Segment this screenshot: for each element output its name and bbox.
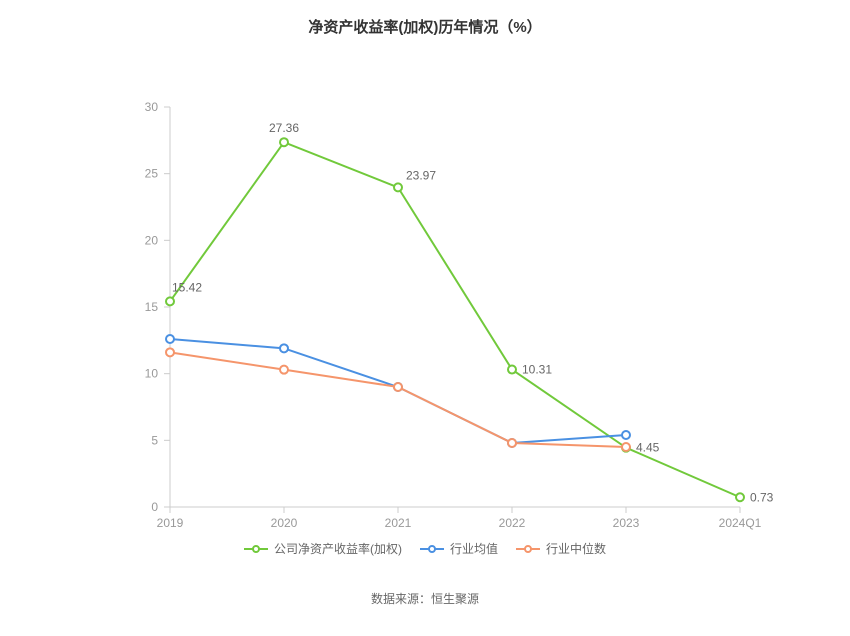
legend-line-icon bbox=[244, 548, 268, 550]
chart-legend: 公司净资产收益率(加权) 行业均值 行业中位数 bbox=[0, 540, 850, 557]
series-marker-1 bbox=[622, 431, 630, 439]
y-tick-label: 15 bbox=[145, 300, 159, 314]
data-label: 10.31 bbox=[522, 363, 552, 377]
legend-label: 行业中位数 bbox=[546, 540, 606, 557]
legend-item-0[interactable]: 公司净资产收益率(加权) bbox=[244, 540, 402, 557]
chart-svg: 0 5 10 15 20 25 30 2019 2020 2021 2022 2023 2024Q1 15… bbox=[0, 37, 850, 537]
series-marker-2 bbox=[508, 439, 516, 447]
data-label: 23.97 bbox=[406, 168, 436, 182]
series-marker-1 bbox=[280, 344, 288, 352]
data-label: 4.45 bbox=[636, 441, 660, 455]
series-marker-0 bbox=[280, 138, 288, 146]
x-tick-label: 2024Q1 bbox=[719, 516, 762, 530]
series-marker-0 bbox=[394, 183, 402, 191]
chart-container: 净资产收益率(加权)历年情况（%） 0 5 10 15 20 25 30 2019 2020 20… bbox=[0, 0, 850, 636]
legend-line-icon bbox=[516, 548, 540, 550]
data-source-value: 恒生聚源 bbox=[431, 592, 479, 606]
x-tick-label: 2021 bbox=[385, 516, 412, 530]
data-label: 27.36 bbox=[269, 121, 299, 135]
series-marker-0 bbox=[166, 297, 174, 305]
y-tick-label: 0 bbox=[151, 500, 158, 514]
legend-marker-icon bbox=[252, 545, 260, 553]
y-tick-label: 10 bbox=[145, 367, 159, 381]
series-marker-2 bbox=[166, 348, 174, 356]
y-tick-label: 5 bbox=[151, 433, 158, 447]
series-marker-1 bbox=[166, 335, 174, 343]
x-tick-label: 2023 bbox=[613, 516, 640, 530]
legend-item-2[interactable]: 行业中位数 bbox=[516, 540, 606, 557]
y-tick-label: 25 bbox=[145, 167, 159, 181]
x-tick-label: 2022 bbox=[499, 516, 526, 530]
series-marker-2 bbox=[280, 366, 288, 374]
series-marker-2 bbox=[394, 383, 402, 391]
chart-title: 净资产收益率(加权)历年情况（%） bbox=[0, 0, 850, 37]
y-tick-label: 20 bbox=[145, 233, 159, 247]
legend-item-1[interactable]: 行业均值 bbox=[420, 540, 498, 557]
x-tick-label: 2020 bbox=[271, 516, 298, 530]
legend-label: 行业均值 bbox=[450, 540, 498, 557]
series-marker-0 bbox=[508, 366, 516, 374]
data-label: 0.73 bbox=[750, 490, 774, 504]
data-label: 15.42 bbox=[172, 280, 202, 294]
series-marker-2 bbox=[622, 443, 630, 451]
x-tick-label: 2019 bbox=[157, 516, 184, 530]
legend-line-icon bbox=[420, 548, 444, 550]
legend-marker-icon bbox=[428, 545, 436, 553]
legend-label: 公司净资产收益率(加权) bbox=[274, 540, 402, 557]
data-source: 数据来源：恒生聚源 bbox=[0, 590, 850, 607]
series-marker-0 bbox=[736, 493, 744, 501]
y-tick-label: 30 bbox=[145, 100, 159, 114]
legend-marker-icon bbox=[524, 545, 532, 553]
data-source-label: 数据来源： bbox=[371, 592, 431, 606]
